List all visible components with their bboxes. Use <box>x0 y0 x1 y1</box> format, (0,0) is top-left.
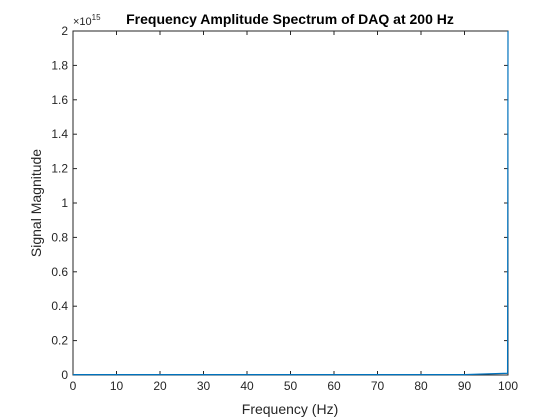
y-tick-label: 0.4 <box>51 299 68 313</box>
series-line <box>73 30 509 376</box>
x-tick-label: 90 <box>458 379 472 393</box>
x-axis-label: Frequency (Hz) <box>242 401 338 417</box>
y-tick-label: 2 <box>61 24 68 38</box>
x-tick-label: 50 <box>284 379 298 393</box>
series-layer <box>73 30 509 376</box>
y-tick-label: 0.8 <box>51 230 68 244</box>
y-exponent-label: ×1015 <box>73 13 101 28</box>
x-tick-label: 20 <box>153 379 167 393</box>
y-tick-label: 1.2 <box>51 162 68 176</box>
chart-title: Frequency Amplitude Spectrum of DAQ at 2… <box>126 11 454 27</box>
tick-labels: 0 10 20 30 40 50 60 70 80 90 100 0 0.2 0.4 0.6 0.8 1 1.2 1… <box>51 24 518 393</box>
x-tick-label: 80 <box>414 379 428 393</box>
y-exponent-base: ×10 <box>73 16 92 28</box>
x-tick-label: 10 <box>110 379 124 393</box>
y-tick-label: 1.4 <box>51 127 68 141</box>
x-tick-label: 30 <box>197 379 211 393</box>
x-tick-label: 70 <box>371 379 385 393</box>
x-tick-label: 100 <box>498 379 518 393</box>
y-tick-label: 1.6 <box>51 93 68 107</box>
y-tick-label: 1 <box>61 196 68 210</box>
y-exponent-power: 15 <box>92 13 101 22</box>
x-tick-label: 0 <box>70 379 77 393</box>
y-tick-label: 0 <box>61 368 68 382</box>
y-tick-label: 0.2 <box>51 334 68 348</box>
y-tick-label: 1.8 <box>51 58 68 72</box>
y-axis-label: Signal Magnitude <box>28 149 44 257</box>
x-tick-label: 60 <box>327 379 341 393</box>
y-tick-label: 0.6 <box>51 265 68 279</box>
x-tick-label: 40 <box>240 379 254 393</box>
